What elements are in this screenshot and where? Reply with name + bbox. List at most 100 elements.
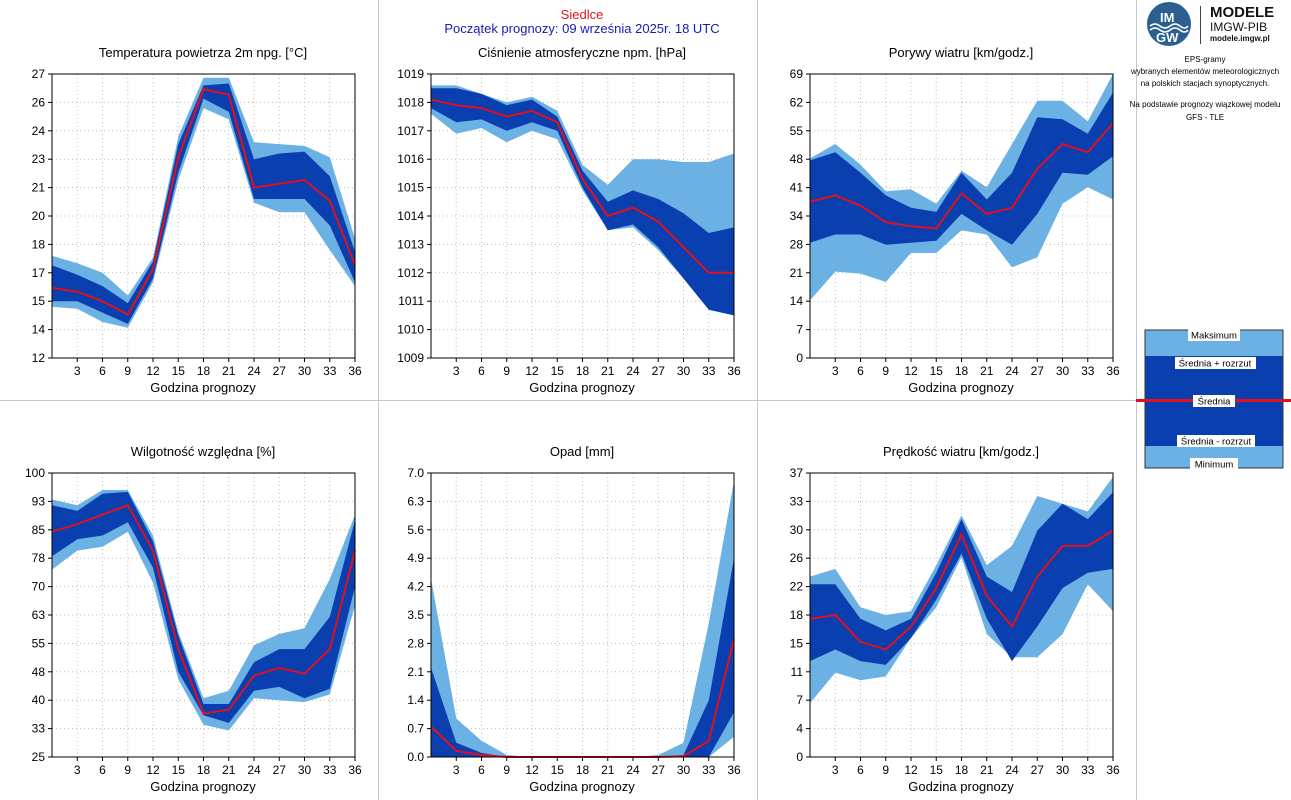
pressure-xtick-label: 9 [503, 364, 510, 378]
wind-gusts-ytick-label: 7 [796, 323, 803, 337]
wind-speed-ytick-label: 18 [790, 608, 804, 622]
precipitation-xtick-label: 12 [525, 763, 539, 777]
wind-speed-ytick-label: 0 [796, 750, 803, 764]
temperature-xtick-label: 33 [323, 364, 337, 378]
temperature-mean-line [51, 87, 356, 316]
humidity-title: Wilgotność względna [%] [131, 444, 276, 459]
pressure-ytick-label: 1016 [397, 152, 424, 166]
precipitation-xtick-label: 30 [677, 763, 691, 777]
pressure-xtick-label: 30 [677, 364, 691, 378]
wind-gusts-xtick-label: 33 [1081, 364, 1095, 378]
legend-mean-label: Średnia [1198, 396, 1231, 408]
temperature-xtick-label: 18 [197, 364, 211, 378]
temperature-xtick-label: 36 [348, 364, 362, 378]
pressure-ytick-label: 1018 [397, 95, 424, 109]
precipitation-xtick-label: 3 [453, 763, 460, 777]
wind-speed-xtick-label: 6 [857, 763, 864, 777]
precipitation-ytick-label: 2.8 [407, 636, 424, 650]
precipitation-xtick-label: 24 [626, 763, 640, 777]
wind-speed-xtick-label: 9 [882, 763, 889, 777]
wind-speed-ytick-label: 26 [790, 551, 804, 565]
precipitation-plot-frame [430, 472, 735, 758]
logo-title: MODELE [1210, 4, 1274, 21]
legend-min-band [1145, 446, 1283, 468]
temperature-ytick-label: 15 [32, 294, 46, 308]
wind-gusts-title: Porywy wiatru [km/godz.] [889, 45, 1034, 60]
wind-gusts-mean-line [809, 122, 1114, 230]
legend: Maksimum Średnia + rozrzut Średnia Średn… [1136, 329, 1291, 471]
precipitation-xtick-label: 33 [702, 763, 716, 777]
wind-speed-xtick-label: 12 [904, 763, 918, 777]
logo-mark-bottom: GW [1156, 30, 1179, 45]
temperature-ytick-label: 27 [32, 67, 46, 81]
wind-gusts-xtick-label: 24 [1005, 364, 1019, 378]
pressure-ytick-label: 1009 [397, 351, 424, 365]
precipitation-title: Opad [mm] [550, 444, 614, 459]
precipitation-ytick-label: 4.9 [407, 551, 424, 565]
wind-gusts-xtick-label: 36 [1106, 364, 1120, 378]
temperature-ytick-label: 20 [32, 209, 46, 223]
temperature-xtick-label: 6 [99, 364, 106, 378]
pressure-ytick-label: 1014 [397, 209, 424, 223]
pressure-xtick-label: 18 [576, 364, 590, 378]
temperature-ytick-label: 23 [32, 152, 46, 166]
pressure-xtick-label: 24 [626, 364, 640, 378]
pressure-mean-line [430, 98, 734, 274]
precipitation-ytick-label: 6.3 [407, 494, 424, 508]
wind-gusts-xtick-label: 30 [1056, 364, 1070, 378]
wind-gusts-ytick-label: 21 [790, 266, 804, 280]
humidity-xtick-label: 36 [348, 763, 362, 777]
humidity-xtick-label: 18 [197, 763, 211, 777]
wind-gusts-xtick-label: 27 [1031, 364, 1045, 378]
legend-label-bg [1175, 357, 1256, 369]
temperature-ytick-label: 12 [32, 351, 46, 365]
precipitation-ytick-label: 1.4 [407, 693, 424, 707]
temperature-ytick-label: 17 [32, 266, 46, 280]
legend-mean-plus-label: Średnia + rozrzut [1179, 358, 1252, 370]
logo-mark-top: IM [1160, 10, 1174, 25]
humidity-spread-band [52, 491, 355, 723]
wind-gusts-ytick-label: 14 [790, 294, 804, 308]
wind-speed-xtick-label: 33 [1081, 763, 1095, 777]
wind-speed-xtick-label: 36 [1106, 763, 1120, 777]
wind-gusts-xtick-label: 6 [857, 364, 864, 378]
sidebar-description: EPS-gramy wybranych elementów meteorolog… [1130, 55, 1281, 122]
pressure-panel: 1009 1010 1011 1012 1013 1014 1015 1016 1017 1018… [397, 45, 741, 395]
wind-gusts-ytick-label: 34 [790, 209, 804, 223]
wind-speed-ytick-label: 11 [791, 665, 804, 679]
temperature-xtick-label: 3 [74, 364, 81, 378]
wind-speed-title: Prędkość wiatru [km/godz.] [883, 444, 1039, 459]
panel-borders [0, 0, 1137, 800]
wind-gusts-spread-band [810, 92, 1113, 245]
precipitation-panel: 0.00.71.42.12.83.54.24.95.66.37.03 6 9 12 15… [407, 444, 741, 794]
humidity-ytick-label: 70 [32, 580, 46, 594]
logo-url: modele.imgw.pl [1210, 34, 1270, 43]
pressure-xtick-label: 27 [652, 364, 666, 378]
pressure-ytick-label: 1011 [398, 294, 424, 308]
humidity-xtick-label: 33 [323, 763, 337, 777]
logo-circle [1147, 2, 1191, 46]
precipitation-ytick-label: 3.5 [407, 608, 424, 622]
desc-line: EPS-gramy [1185, 55, 1226, 64]
wind-gusts-ytick-label: 62 [790, 95, 804, 109]
pressure-ytick-label: 1017 [397, 124, 424, 138]
precipitation-xlabel: Godzina prognozy [529, 779, 635, 794]
humidity-ytick-label: 78 [32, 551, 46, 565]
temperature-ytick-label: 24 [32, 124, 46, 138]
temperature-title: Temperatura powietrza 2m npg. [°C] [99, 45, 307, 60]
pressure-ytick-label: 1010 [397, 323, 424, 337]
pressure-xlabel: Godzina prognozy [529, 380, 635, 395]
logo-wave [1149, 23, 1189, 29]
legend-label-bg [1188, 329, 1240, 341]
precipitation-ytick-label: 7.0 [407, 466, 424, 480]
logo-wave [1149, 27, 1189, 33]
wind-gusts-ytick-label: 48 [790, 152, 804, 166]
wind-gusts-ytick-label: 69 [790, 67, 804, 81]
wind-gusts-xtick-label: 3 [832, 364, 839, 378]
temperature-xtick-label: 21 [222, 364, 236, 378]
temperature-xtick-label: 12 [146, 364, 160, 378]
wind-speed-ytick-label: 30 [790, 523, 804, 537]
